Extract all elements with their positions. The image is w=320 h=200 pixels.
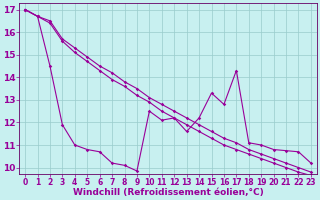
X-axis label: Windchill (Refroidissement éolien,°C): Windchill (Refroidissement éolien,°C) [73,188,263,197]
